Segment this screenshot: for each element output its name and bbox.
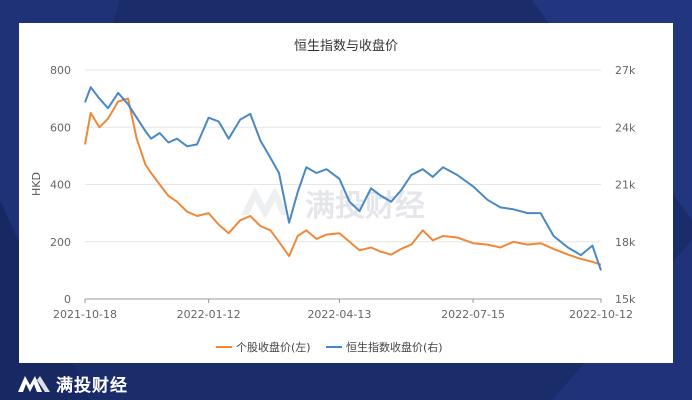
watermark-text: 满投财经: [305, 189, 425, 224]
y-left-tick-label: 200: [50, 236, 71, 249]
y-right-tick-label: 24k: [615, 121, 636, 134]
y-axis-right: 15k 18k 21k 24k 27k: [615, 64, 636, 306]
y-axis-left-label: HKD: [30, 172, 43, 196]
x-tick-label: 2021-10-18: [53, 308, 117, 321]
chart-card: 满投财经 恒生指数与收盘价 HKD 0 200 400 600 800 15k 18k 21…: [19, 23, 673, 363]
hsi-close-line: [84, 86, 602, 271]
watermark-logo: [241, 187, 289, 219]
legend-label: 个股收盘价(左): [236, 340, 311, 354]
y-left-tick-label: 0: [64, 293, 71, 306]
watermark: 满投财经: [241, 187, 425, 224]
y-right-tick-label: 27k: [615, 64, 636, 77]
x-tick-label: 2022-10-12: [569, 308, 633, 321]
legend-label: 恒生指数收盘价(右): [346, 340, 443, 354]
footer-brand: 满投财经: [18, 372, 128, 396]
chart-title: 恒生指数与收盘价: [294, 38, 398, 54]
y-right-tick-label: 21k: [615, 179, 636, 192]
dual-axis-line-chart: 满投财经 恒生指数与收盘价 HKD 0 200 400 600 800 15k 18k 21…: [30, 38, 636, 354]
stock-close-line: [84, 97, 602, 266]
series-lines: [84, 86, 602, 271]
x-tick-label: 2022-07-15: [441, 308, 505, 321]
y-right-tick-label: 15k: [615, 293, 636, 306]
brand-logo-icon: [18, 376, 50, 392]
legend: 个股收盘价(左) 恒生指数收盘价(右): [216, 340, 443, 354]
y-left-tick-label: 600: [50, 121, 71, 134]
y-left-tick-label: 400: [50, 179, 71, 192]
x-axis: 2021-10-18 2022-01-12 2022-04-13 2022-07-15…: [53, 298, 633, 321]
y-right-tick-label: 18k: [615, 236, 636, 249]
y-axis-left: 0 200 400 600 800: [50, 64, 71, 306]
y-left-tick-label: 800: [50, 64, 71, 77]
brand-name: 满投财经: [56, 375, 128, 396]
x-tick-label: 2022-01-12: [177, 308, 241, 321]
x-tick-label: 2022-04-13: [307, 308, 371, 321]
